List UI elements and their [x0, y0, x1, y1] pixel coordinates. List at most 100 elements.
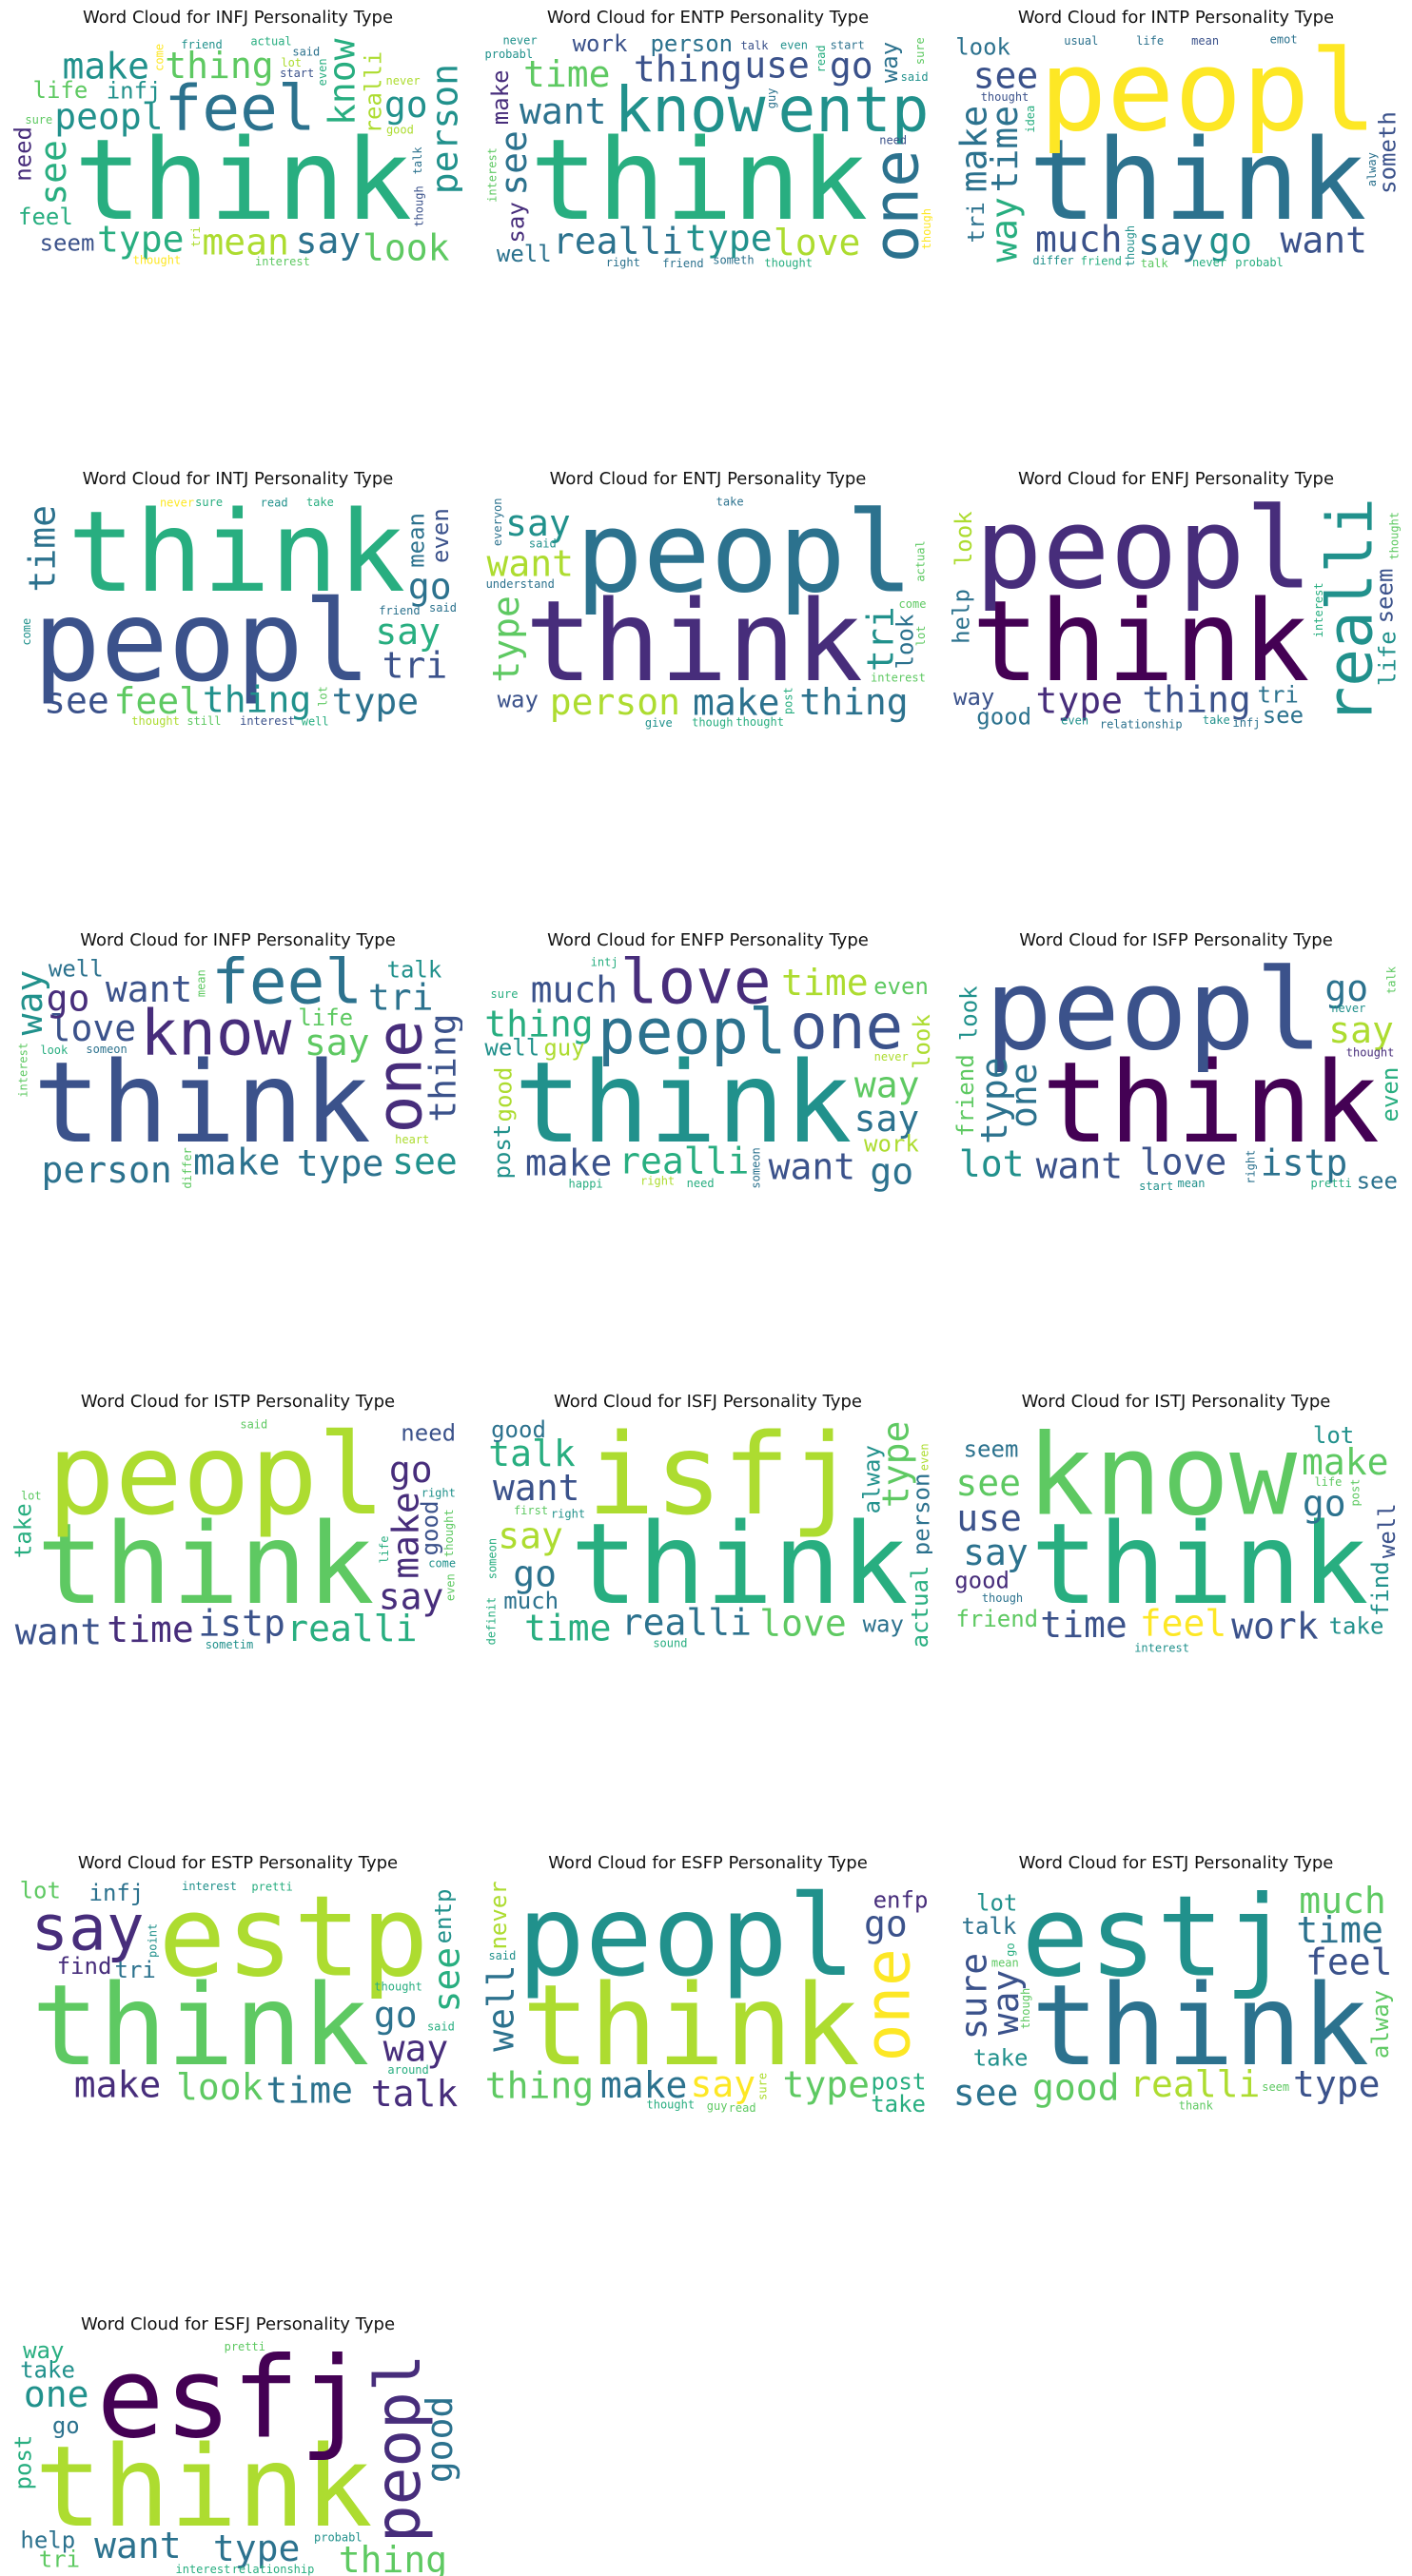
cloud-word: take	[306, 496, 334, 509]
cloud-word: want	[493, 1467, 580, 1509]
cloud-word: actual	[250, 34, 291, 48]
cloud-word: right	[422, 1487, 456, 1500]
cloud-word: peopl	[48, 1417, 385, 1540]
cloud-word: life	[1375, 631, 1401, 686]
cloud-word: said	[901, 70, 929, 84]
cloud-word: way	[876, 42, 903, 83]
cloud-word: go	[384, 84, 428, 126]
cloud-word: see	[953, 2072, 1019, 2114]
cloud-word: even	[316, 58, 329, 86]
cloud-word: look	[363, 226, 450, 268]
panel-title: Word Cloud for ISTJ Personality Type	[1021, 1392, 1331, 1412]
word-cloud-image: think peopl one love want istp type say go lot fri…	[951, 956, 1401, 1192]
cloud-word: thing	[634, 48, 742, 89]
cloud-word: good	[491, 1417, 546, 1443]
cloud-word: seem	[1262, 2080, 1289, 2094]
cloud-word: start	[831, 38, 865, 51]
cloud-word: come	[20, 618, 33, 646]
cloud-word: think	[74, 114, 412, 245]
cloud-word: enfp	[873, 1886, 929, 1913]
cloud-word: interest	[486, 147, 500, 203]
word-cloud-image: think esfj peopl type want thing one good go help…	[13, 2340, 462, 2576]
cloud-word: see	[425, 1947, 462, 2013]
cloud-word: friend	[181, 38, 222, 51]
cloud-word: talk	[741, 39, 770, 52]
cloud-word: person	[650, 33, 733, 57]
cloud-word: want	[769, 1146, 856, 1188]
cloud-word: make	[953, 106, 995, 193]
panel-title: Word Cloud for ISFJ Personality Type	[553, 1392, 862, 1412]
cloud-word: even	[873, 973, 929, 1000]
cloud-word: interest	[240, 714, 295, 728]
cloud-word: look	[955, 34, 1010, 61]
cloud-word: someth	[713, 254, 754, 267]
cloud-word: interest	[16, 1043, 29, 1098]
cloud-word: alway	[858, 1445, 885, 1513]
cloud-word: thought	[442, 1509, 456, 1557]
cloud-word: someon	[86, 1043, 127, 1056]
cloud-word: type	[485, 595, 527, 683]
cloud-word: go	[1004, 1942, 1017, 1956]
cloud-word: differ	[181, 1147, 194, 1188]
cloud-word: make	[600, 2064, 688, 2106]
cloud-word: see	[44, 680, 109, 722]
cloud-word: find	[57, 1953, 112, 1980]
cloud-word: probabl	[314, 2530, 363, 2544]
cloud-word: life	[298, 1005, 353, 1031]
cloud-word: go	[864, 1903, 908, 1945]
panel-title: Word Cloud for INFJ Personality Type	[82, 8, 394, 28]
word-cloud-image: think peopl one say type well make thing go enfp n…	[483, 1879, 932, 2115]
cloud-word: say	[375, 611, 441, 653]
cloud-word: type	[297, 1142, 384, 1184]
cloud-word: tri	[860, 606, 902, 672]
cloud-word: well	[484, 1035, 539, 1062]
cloud-word: post	[1349, 1479, 1363, 1507]
cloud-word: realli	[1129, 2063, 1260, 2105]
cloud-word: peopl	[1039, 33, 1377, 157]
cloud-word: know	[615, 73, 766, 146]
cloud-word: time	[1040, 1604, 1128, 1646]
cloud-word: probabl	[485, 48, 534, 61]
cloud-word: feel	[165, 72, 316, 146]
cloud-word: realli	[553, 221, 683, 263]
cloud-word: thought	[374, 1981, 422, 1994]
cloud-word: isfj	[587, 1417, 857, 1540]
cloud-word: interest	[255, 255, 310, 268]
cloud-word: understand	[486, 577, 555, 591]
cloud-word: guy	[707, 2099, 728, 2113]
cloud-word: pretti	[251, 1880, 292, 1893]
cloud-word: love	[1140, 1141, 1227, 1182]
cloud-word: peopl	[33, 576, 371, 707]
cloud-word: probabl	[1235, 256, 1284, 269]
cloud-word: way	[13, 970, 50, 1036]
cloud-word: good	[386, 123, 414, 136]
cloud-word: though	[982, 1591, 1023, 1605]
cloud-word: tri	[189, 226, 203, 247]
cloud-word: say	[690, 2063, 755, 2105]
cloud-word: infj	[89, 1880, 145, 1906]
cloud-word: want	[15, 1611, 103, 1653]
cloud-word: peopl	[576, 495, 913, 617]
cloud-word: way	[854, 1064, 920, 1106]
cloud-word: feel	[113, 680, 201, 722]
cloud-word: definit	[484, 1597, 498, 1646]
cloud-word: start	[280, 67, 314, 80]
panel-title: Word Cloud for INTP Personality Type	[1017, 8, 1335, 28]
cloud-word: lot	[316, 686, 329, 707]
cloud-word: thought	[133, 253, 182, 266]
cloud-word: someth	[1375, 111, 1402, 194]
cloud-word: see	[493, 130, 535, 196]
cloud-word: think	[68, 495, 405, 617]
cloud-word: make	[193, 1141, 281, 1182]
cloud-word: think	[1030, 1498, 1368, 1630]
cloud-word: work	[1231, 1605, 1319, 1647]
cloud-word: find	[1367, 1561, 1394, 1616]
cloud-word: life	[378, 1536, 391, 1564]
cloud-word: never	[1192, 256, 1226, 269]
cloud-word: friend	[952, 1054, 979, 1137]
cloud-word: time	[265, 2069, 353, 2111]
